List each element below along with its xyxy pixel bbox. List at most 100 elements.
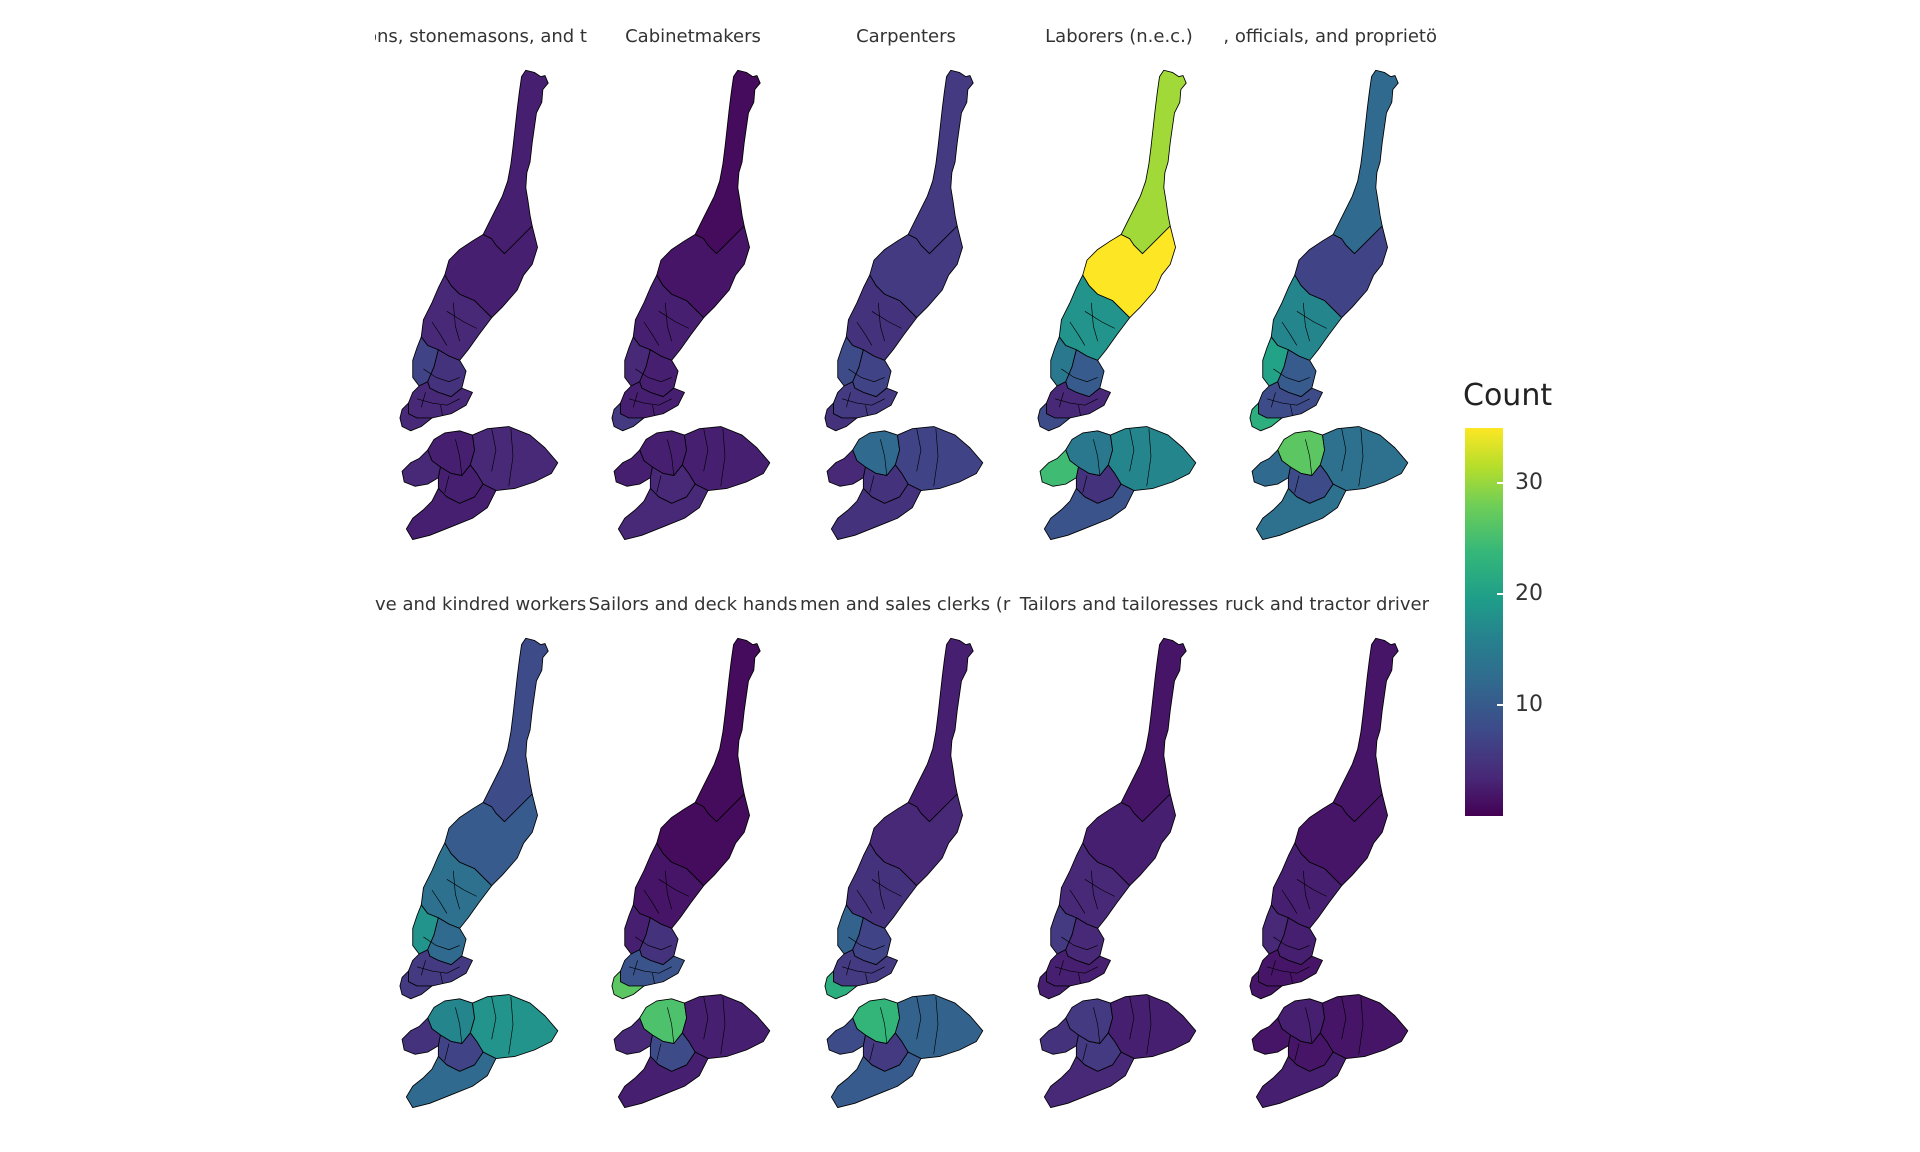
region-brooklyn-west bbox=[401, 449, 441, 487]
region-brooklyn-south bbox=[617, 1051, 709, 1109]
district-boundary bbox=[643, 889, 660, 914]
district-boundary bbox=[703, 428, 709, 472]
map-panel: s, officials, and proprietö bbox=[1225, 24, 1437, 554]
district-boundary bbox=[720, 428, 726, 487]
district-boundary bbox=[1358, 996, 1364, 1055]
district-boundary bbox=[1305, 1007, 1313, 1044]
region-brooklyn-east bbox=[681, 994, 771, 1059]
district-boundary bbox=[420, 960, 426, 976]
legend-tick-mark bbox=[1497, 593, 1503, 596]
region-brooklyn-west bbox=[826, 1017, 866, 1055]
district-boundary bbox=[1054, 966, 1098, 974]
region-downtown-tip bbox=[399, 402, 433, 432]
panel-title: ve and kindred workers bbox=[375, 594, 587, 615]
district-boundary bbox=[856, 321, 873, 346]
panel-title: ruck and tractor driver bbox=[1225, 594, 1429, 615]
region-brooklyn-west bbox=[1039, 449, 1079, 487]
district-boundary bbox=[845, 960, 851, 976]
district-boundary bbox=[865, 973, 868, 984]
region-upper-midtown bbox=[444, 793, 538, 887]
district-boundary bbox=[841, 966, 885, 974]
district-boundary bbox=[632, 960, 638, 976]
choropleth-map bbox=[1037, 637, 1197, 1109]
district-boundary bbox=[1270, 392, 1276, 408]
district-boundary bbox=[1078, 405, 1081, 416]
region-upper-midtown bbox=[656, 225, 750, 319]
legend-tick-label: 30 bbox=[1515, 470, 1543, 496]
district-boundary bbox=[1058, 392, 1064, 408]
region-upper-midtown bbox=[1082, 793, 1176, 887]
district-boundary bbox=[1093, 439, 1101, 476]
district-boundary bbox=[1061, 368, 1098, 383]
district-boundary bbox=[720, 996, 726, 1055]
choropleth-map bbox=[1037, 69, 1197, 541]
district-boundary bbox=[1266, 966, 1310, 974]
district-boundary bbox=[491, 996, 497, 1040]
map-panel: Carpenters bbox=[800, 24, 1012, 554]
region-upper-manhattan bbox=[482, 69, 549, 255]
map-panel: Laborers (n.e.c.) bbox=[1013, 24, 1225, 554]
district-boundary bbox=[431, 889, 448, 914]
region-brooklyn-east bbox=[681, 426, 771, 491]
region-upper-manhattan bbox=[1120, 637, 1187, 823]
district-boundary bbox=[416, 398, 460, 406]
region-downtown-tip bbox=[824, 970, 858, 1000]
legend-title: Count bbox=[1463, 378, 1553, 413]
district-boundary bbox=[703, 996, 709, 1040]
panel-title: Carpenters bbox=[856, 26, 956, 47]
district-boundary bbox=[1054, 398, 1098, 406]
legend-tick-label: 20 bbox=[1515, 581, 1543, 607]
district-boundary bbox=[446, 879, 477, 897]
district-boundary bbox=[1296, 311, 1327, 329]
map-panel: men and sales clerks (r bbox=[800, 592, 1012, 1122]
district-boundary bbox=[933, 428, 939, 487]
district-boundary bbox=[420, 392, 426, 408]
district-boundary bbox=[848, 368, 885, 383]
district-boundary bbox=[1093, 1007, 1101, 1044]
choropleth-map bbox=[1249, 69, 1409, 541]
district-boundary bbox=[877, 302, 885, 342]
region-brooklyn-south bbox=[405, 1051, 497, 1109]
region-brooklyn-east bbox=[1107, 994, 1197, 1059]
district-boundary bbox=[508, 996, 514, 1055]
district-boundary bbox=[1058, 960, 1064, 976]
panel-title: Sailors and deck hands bbox=[588, 594, 798, 615]
region-upper-manhattan bbox=[694, 69, 761, 255]
district-boundary bbox=[916, 428, 922, 472]
district-boundary bbox=[635, 936, 672, 951]
district-boundary bbox=[1305, 439, 1313, 476]
district-boundary bbox=[1290, 405, 1293, 416]
region-downtown-tip bbox=[1037, 970, 1071, 1000]
region-upper-manhattan bbox=[1332, 69, 1399, 255]
district-boundary bbox=[880, 439, 888, 476]
region-upper-midtown bbox=[444, 225, 538, 319]
district-boundary bbox=[632, 392, 638, 408]
district-boundary bbox=[656, 1043, 662, 1061]
region-brooklyn-west bbox=[826, 449, 866, 487]
district-boundary bbox=[452, 870, 460, 910]
district-boundary bbox=[1082, 1043, 1088, 1061]
choropleth-map bbox=[611, 69, 771, 541]
district-boundary bbox=[845, 392, 851, 408]
district-boundary bbox=[1146, 428, 1152, 487]
district-boundary bbox=[1273, 368, 1310, 383]
district-boundary bbox=[1082, 475, 1088, 493]
region-brooklyn-south bbox=[1255, 1051, 1347, 1109]
district-boundary bbox=[1281, 321, 1298, 346]
district-boundary bbox=[1270, 960, 1276, 976]
district-boundary bbox=[871, 311, 902, 329]
district-boundary bbox=[1281, 889, 1298, 914]
district-boundary bbox=[1341, 996, 1347, 1040]
district-boundary bbox=[1129, 996, 1135, 1040]
choropleth-map bbox=[399, 637, 559, 1109]
region-brooklyn-east bbox=[894, 426, 984, 491]
region-upper-manhattan bbox=[907, 69, 974, 255]
region-brooklyn-south bbox=[830, 1051, 922, 1109]
region-brooklyn-south bbox=[830, 483, 922, 541]
district-boundary bbox=[933, 996, 939, 1055]
region-brooklyn-south bbox=[617, 483, 709, 541]
district-boundary bbox=[1294, 1043, 1300, 1061]
district-boundary bbox=[880, 1007, 888, 1044]
district-boundary bbox=[658, 311, 689, 329]
district-boundary bbox=[1146, 996, 1152, 1055]
